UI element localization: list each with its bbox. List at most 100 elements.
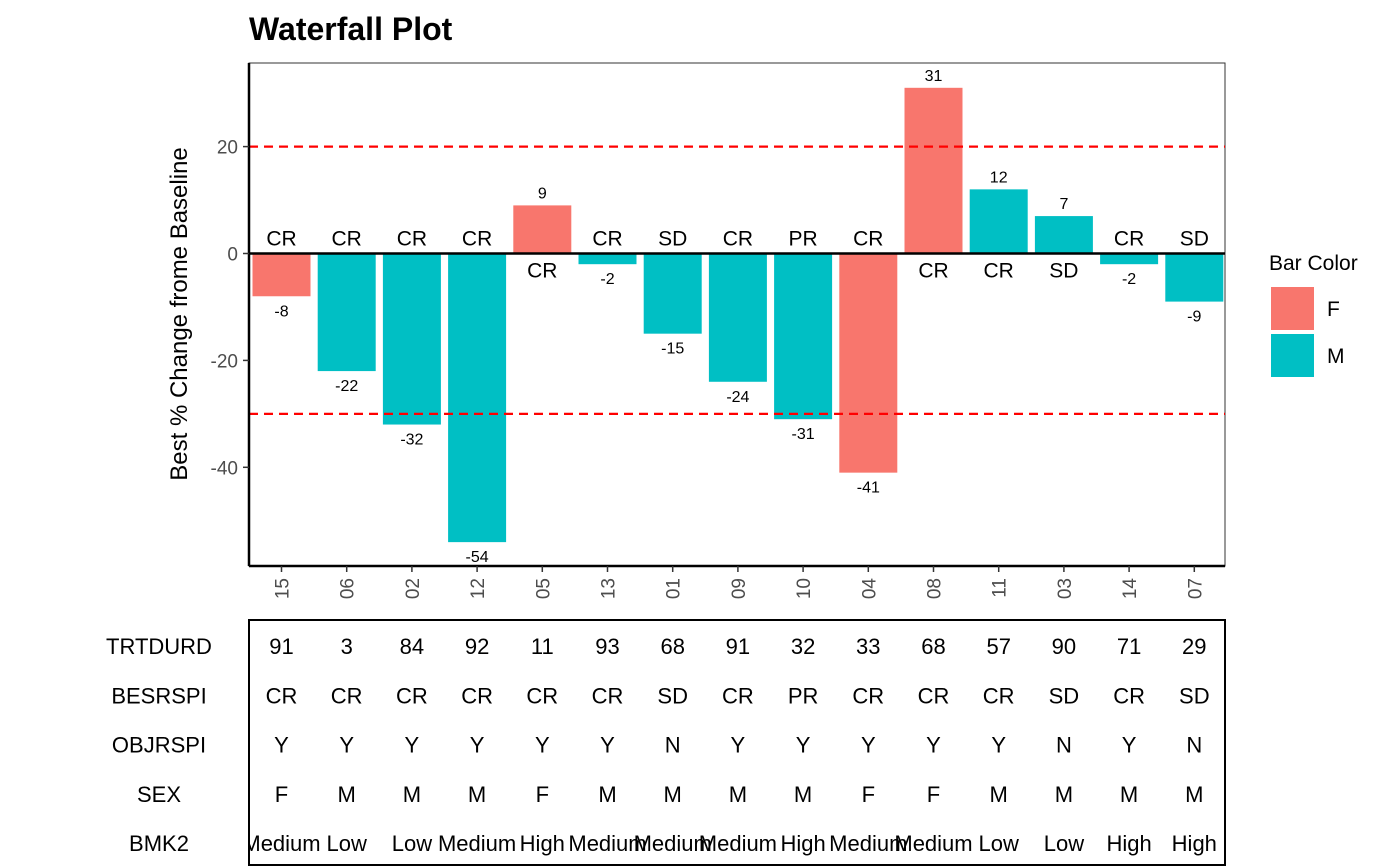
x-tick-label: 06 bbox=[338, 578, 359, 599]
table-cell: 84 bbox=[400, 634, 424, 659]
table-cell: M bbox=[990, 782, 1008, 807]
table-cell: Y bbox=[339, 733, 354, 758]
response-label-09: CR bbox=[723, 228, 753, 251]
bar-13 bbox=[578, 253, 637, 265]
table-cell: CR bbox=[592, 683, 624, 708]
table-cell: CR bbox=[918, 683, 950, 708]
chart-title: Waterfall Plot bbox=[249, 11, 453, 47]
table-cell: Medium bbox=[699, 831, 777, 856]
response-label-07: SD bbox=[1180, 228, 1209, 251]
table-cell: 91 bbox=[269, 634, 293, 659]
table-border bbox=[248, 619, 1226, 866]
x-tick-label: 02 bbox=[403, 578, 424, 599]
table-cell: 91 bbox=[726, 634, 750, 659]
table-cell: Y bbox=[470, 733, 485, 758]
data-table: 91 3 84 92 11 93 68 91 32 33 68 57 90 71 29 CR CR CR CR CR C… bbox=[106, 619, 1226, 866]
data-label-11: 12 bbox=[990, 169, 1008, 186]
table-cell: PR bbox=[788, 683, 819, 708]
x-tick-label: 09 bbox=[729, 578, 750, 599]
legend-key-F bbox=[1271, 287, 1314, 330]
table-cell: M bbox=[468, 782, 486, 807]
x-tick-label: 04 bbox=[859, 578, 880, 600]
x-tick-label: 03 bbox=[1055, 578, 1076, 599]
table-cell: Y bbox=[405, 733, 420, 758]
data-label-15: -8 bbox=[274, 303, 288, 320]
table-cell: M bbox=[1055, 782, 1073, 807]
table-cell: Medium bbox=[568, 831, 646, 856]
response-label-13: CR bbox=[592, 228, 622, 251]
table-cell: 68 bbox=[921, 634, 945, 659]
data-label-04: -41 bbox=[857, 480, 880, 497]
bar-15 bbox=[252, 253, 311, 297]
response-label-11: CR bbox=[984, 260, 1014, 283]
table-cells: 91 3 84 92 11 93 68 91 32 33 68 57 90 71 29 CR CR CR CR CR C… bbox=[249, 634, 1217, 856]
table-cell: CR bbox=[266, 683, 298, 708]
table-row-label-bmk2: BMK2 bbox=[129, 831, 189, 856]
bar-11 bbox=[969, 189, 1028, 254]
data-label-07: -9 bbox=[1187, 309, 1201, 326]
legend-label-M: M bbox=[1327, 345, 1345, 368]
table-cell: 57 bbox=[986, 634, 1010, 659]
data-label-10: -31 bbox=[792, 426, 815, 443]
bar-09 bbox=[708, 253, 767, 382]
bar-14 bbox=[1100, 253, 1159, 265]
response-label-02: CR bbox=[397, 228, 427, 251]
table-cell: Y bbox=[535, 733, 550, 758]
table-cell: M bbox=[403, 782, 421, 807]
table-cell: 90 bbox=[1052, 634, 1076, 659]
legend: Bar Color F M bbox=[1269, 252, 1358, 377]
bar-07 bbox=[1165, 253, 1224, 302]
data-label-09: -24 bbox=[726, 389, 749, 406]
table-cell: M bbox=[729, 782, 747, 807]
legend-label-F: F bbox=[1327, 298, 1340, 321]
table-cell: F bbox=[927, 782, 940, 807]
data-label-12: -54 bbox=[466, 549, 489, 566]
bar-04 bbox=[839, 253, 898, 473]
table-cell: Low bbox=[979, 831, 1019, 856]
data-label-08: 31 bbox=[925, 68, 943, 85]
table-cell: Medium bbox=[438, 831, 516, 856]
table-cell: M bbox=[1120, 782, 1138, 807]
table-cell: 3 bbox=[341, 634, 353, 659]
table-cell: CR bbox=[526, 683, 558, 708]
bar-01 bbox=[643, 253, 702, 334]
table-cell: High bbox=[520, 831, 565, 856]
table-cell: F bbox=[536, 782, 549, 807]
y-tick-label: 0 bbox=[227, 245, 238, 266]
table-cell: M bbox=[338, 782, 356, 807]
table-cell: CR bbox=[983, 683, 1015, 708]
table-cell: CR bbox=[722, 683, 754, 708]
table-cell: 71 bbox=[1117, 634, 1141, 659]
legend-key-M bbox=[1271, 334, 1314, 377]
response-label-04: CR bbox=[853, 228, 883, 251]
response-label-12: CR bbox=[462, 228, 492, 251]
data-label-05: 9 bbox=[538, 185, 547, 202]
table-cell: Y bbox=[274, 733, 289, 758]
table-cell: Y bbox=[731, 733, 746, 758]
response-label-01: SD bbox=[658, 228, 687, 251]
table-cell: M bbox=[664, 782, 682, 807]
response-label-08: CR bbox=[918, 260, 948, 283]
x-tick-label: 07 bbox=[1185, 578, 1206, 599]
bar-06 bbox=[317, 253, 376, 372]
x-tick-label: 10 bbox=[794, 578, 815, 599]
table-cell: Y bbox=[861, 733, 876, 758]
table-cell: Medium bbox=[829, 831, 907, 856]
bar-08 bbox=[904, 87, 963, 254]
table-row-label-trtdurd: TRTDURD bbox=[106, 634, 212, 659]
table-cell: High bbox=[1106, 831, 1151, 856]
data-label-03: 7 bbox=[1059, 196, 1068, 213]
x-tick-label: 08 bbox=[925, 578, 946, 599]
table-row-label-besrspi: BESRSPI bbox=[111, 683, 206, 708]
plot-area: CR -8 CR -22 CR -32 CR -54 CR 9 CR -2 SD -15 CR -24 PR -3… bbox=[211, 62, 1226, 600]
bar-05 bbox=[513, 205, 572, 254]
response-label-06: CR bbox=[332, 228, 362, 251]
table-cell: Y bbox=[926, 733, 941, 758]
y-tick-label: -40 bbox=[211, 458, 238, 479]
data-label-13: -2 bbox=[600, 271, 614, 288]
table-cell: Medium bbox=[634, 831, 712, 856]
data-label-02: -32 bbox=[400, 432, 423, 449]
data-label-06: -22 bbox=[335, 378, 358, 395]
table-cell: Y bbox=[1122, 733, 1137, 758]
bar-10 bbox=[774, 253, 833, 420]
